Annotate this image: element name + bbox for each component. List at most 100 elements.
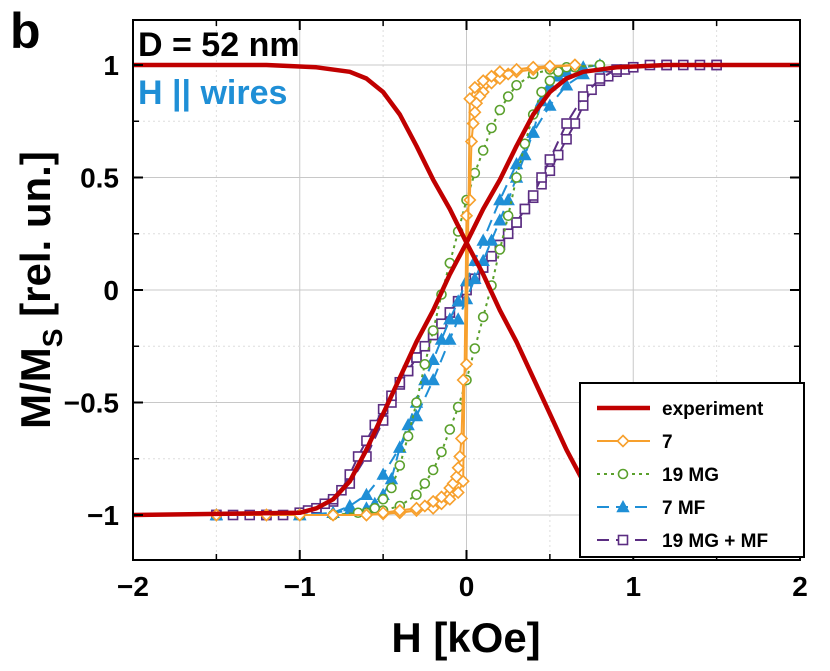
data-point — [426, 352, 440, 365]
data-point — [543, 59, 557, 73]
data-point — [377, 493, 389, 505]
data-point — [444, 424, 456, 435]
x-tick-label: 2 — [792, 571, 808, 602]
x-tick-label: 0 — [459, 571, 475, 602]
y-axis-label-main: M/M — [12, 347, 59, 429]
data-point — [586, 84, 597, 96]
y-axis-label: M/MS [rel. un.] — [12, 151, 68, 429]
legend-marker — [616, 434, 630, 448]
data-point — [456, 373, 470, 387]
data-point — [393, 440, 407, 453]
data-point — [411, 489, 422, 501]
data-point — [509, 157, 524, 170]
data-point — [568, 58, 582, 72]
series-line — [216, 66, 601, 516]
data-point — [451, 312, 465, 325]
y-tick-label: 1 — [103, 50, 119, 81]
x-tick-label: −2 — [117, 571, 149, 602]
legend-label: 7 — [662, 432, 673, 453]
legend-marker — [616, 500, 630, 513]
x-axis-label: H [kOe] — [391, 614, 540, 661]
data-point — [502, 228, 514, 240]
data-point — [577, 91, 589, 102]
data-point — [561, 118, 572, 129]
data-point — [594, 73, 606, 84]
data-point — [394, 460, 406, 471]
data-point — [463, 92, 477, 106]
axis-ticks: −2 −1 0 1 2 −1 −0.5 0 0.5 1 — [64, 20, 808, 602]
data-point — [536, 86, 547, 98]
data-point — [544, 75, 556, 87]
data-point — [359, 508, 374, 522]
data-point — [326, 508, 340, 522]
data-point — [543, 98, 557, 111]
data-point — [511, 217, 522, 228]
legend-marker — [617, 468, 629, 480]
series-7 — [209, 58, 582, 522]
data-point — [511, 172, 522, 183]
data-point — [526, 125, 540, 138]
data-point — [434, 490, 449, 504]
y-axis-label-unit: [rel. un.] — [12, 151, 59, 328]
y-tick-label: 0 — [103, 275, 119, 306]
annotation-diameter: D = 52 nm — [138, 26, 300, 64]
data-point — [452, 401, 464, 413]
data-point — [536, 172, 547, 183]
data-point — [376, 506, 390, 520]
data-point — [449, 470, 464, 484]
data-point — [509, 62, 524, 77]
y-axis-label-subscript: S — [37, 329, 68, 348]
data-point — [526, 60, 540, 74]
legend-label: 7 MF — [662, 498, 705, 519]
data-point — [486, 122, 497, 134]
legend-entry: experiment — [597, 399, 764, 420]
data-point — [419, 358, 431, 370]
x-tick-label: 1 — [625, 571, 641, 602]
data-point — [454, 431, 469, 446]
data-point — [411, 352, 422, 363]
panel-label: b — [10, 3, 41, 59]
data-point — [468, 105, 482, 119]
data-point — [469, 343, 481, 354]
data-point — [486, 250, 497, 262]
data-point — [369, 502, 381, 514]
legend: experiment 7 19 MG 7 MF 19 MG + MF — [579, 382, 805, 558]
y-tick-label: −0.5 — [64, 388, 119, 419]
legend-label: 19 MG + MF — [662, 531, 768, 552]
data-point — [426, 494, 440, 509]
data-point — [418, 499, 432, 513]
data-point — [476, 233, 490, 246]
data-point — [559, 78, 574, 91]
data-point — [477, 145, 489, 156]
data-point — [359, 487, 374, 500]
data-point — [484, 233, 499, 246]
data-point — [451, 294, 465, 307]
data-point — [476, 74, 490, 88]
legend-label: 19 MG — [662, 465, 719, 486]
data-point — [402, 430, 414, 442]
data-point — [493, 65, 507, 79]
legend-entry: 19 MG — [597, 465, 719, 486]
data-point — [463, 193, 477, 207]
data-point — [393, 503, 407, 518]
series-layer — [132, 58, 801, 522]
data-point — [468, 271, 482, 284]
data-point — [427, 464, 439, 476]
data-point — [493, 213, 507, 226]
data-point — [427, 325, 439, 336]
y-tick-label: −1 — [87, 500, 119, 531]
data-point — [519, 203, 531, 215]
data-point — [434, 332, 449, 345]
annotation-field-direction: H || wires — [138, 74, 287, 112]
data-point — [494, 104, 506, 116]
data-point — [468, 80, 482, 95]
data-point — [544, 165, 556, 177]
data-point — [494, 244, 506, 255]
data-point — [502, 91, 514, 102]
legend-entry: 19 MG + MF — [597, 531, 768, 552]
data-point — [502, 210, 514, 222]
data-point — [477, 311, 489, 323]
data-point — [419, 478, 431, 489]
legend-box — [579, 382, 805, 558]
